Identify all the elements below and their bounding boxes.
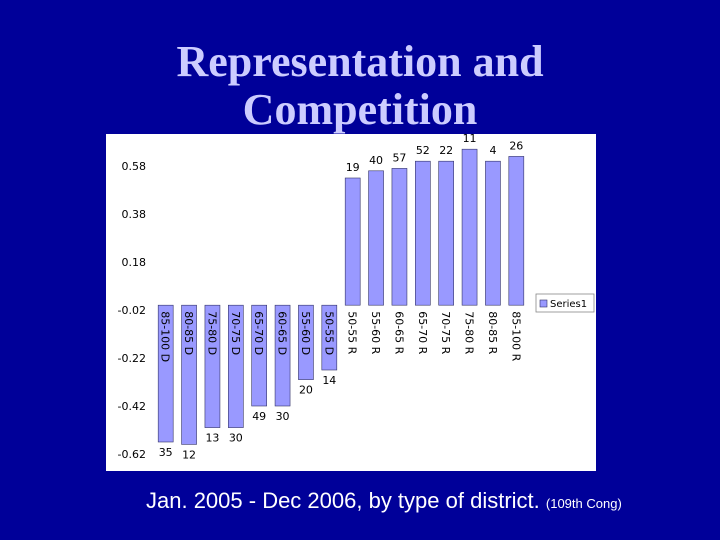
data-label: 35 <box>159 446 173 459</box>
x-tick-label: 85-100 D <box>159 311 172 362</box>
caption-small: (109th Cong) <box>545 496 622 511</box>
y-tick-label: -0.42 <box>118 400 146 413</box>
x-tick-label: 65-70 R <box>416 311 429 354</box>
chart-panel: 0.58 0.38 0.18 -0.02 -0.22 -0.42 -0.62 85-100 D… <box>106 132 596 471</box>
x-tick-label: 80-85 D <box>182 311 195 355</box>
bar <box>391 168 408 306</box>
bar <box>508 156 525 306</box>
data-label: 14 <box>322 374 336 387</box>
data-label: 20 <box>299 384 313 397</box>
bar <box>204 304 221 428</box>
bar <box>157 304 174 443</box>
data-label: 40 <box>369 154 383 167</box>
y-tick-label: 0.58 <box>122 160 147 173</box>
data-label: 26 <box>509 139 523 152</box>
x-tick-label: 75-80 R <box>463 311 476 354</box>
y-tick-label: 0.18 <box>122 256 147 269</box>
data-label: 13 <box>205 432 219 445</box>
data-label: 11 <box>463 134 477 145</box>
x-tick-label: 55-60 D <box>299 311 312 355</box>
title-line-1: Representation and <box>176 37 544 86</box>
x-tick-label: 60-65 D <box>276 311 289 355</box>
bar <box>344 177 361 306</box>
y-tick-label: -0.22 <box>118 352 146 365</box>
x-tick-label: 70-75 R <box>439 311 452 354</box>
caption-main: Jan. 2005 - Dec 2006, by type of distric… <box>146 488 540 513</box>
data-label: 12 <box>182 448 196 461</box>
x-tick-label: 60-65 R <box>392 311 405 354</box>
x-tick-label: 85-100 R <box>509 311 522 361</box>
x-tick-label: 55-60 R <box>369 311 382 354</box>
bar <box>298 304 314 380</box>
bar <box>274 304 291 407</box>
x-tick-label: 75-80 D <box>205 311 218 355</box>
bar-chart: 0.58 0.38 0.18 -0.02 -0.22 -0.42 -0.62 85-100 D… <box>118 132 595 461</box>
data-label: 30 <box>276 410 290 423</box>
data-label: 4 <box>489 144 496 157</box>
bar <box>438 160 454 306</box>
bar <box>485 160 501 306</box>
bar <box>368 170 384 306</box>
slide-title: Representation and Competition <box>0 38 720 134</box>
legend-swatch <box>539 299 548 308</box>
x-tick-label: 70-75 D <box>229 311 242 355</box>
data-label: 30 <box>229 432 243 445</box>
data-label: 57 <box>392 151 406 164</box>
bar <box>228 304 244 428</box>
data-label: 22 <box>439 144 453 157</box>
bar <box>415 160 431 306</box>
bar <box>251 304 267 407</box>
slide-caption: Jan. 2005 - Dec 2006, by type of distric… <box>146 488 622 514</box>
x-tick-label: 50-55 R <box>346 311 359 354</box>
title-line-2: Competition <box>242 85 478 134</box>
bar <box>461 148 478 306</box>
data-label: 52 <box>416 144 430 157</box>
bar <box>181 304 197 445</box>
bar <box>321 304 338 371</box>
legend-box <box>535 293 595 313</box>
data-label: 49 <box>252 410 266 423</box>
x-tick-label: 65-70 D <box>252 311 265 355</box>
y-tick-label: -0.62 <box>118 448 146 461</box>
legend-label: Series1 <box>550 299 587 310</box>
y-tick-label: -0.02 <box>118 304 146 317</box>
y-tick-label: 0.38 <box>122 208 147 221</box>
x-tick-label: 50-55 D <box>322 311 335 355</box>
x-tick-label: 80-85 R <box>486 311 499 354</box>
data-label: 19 <box>346 161 360 174</box>
